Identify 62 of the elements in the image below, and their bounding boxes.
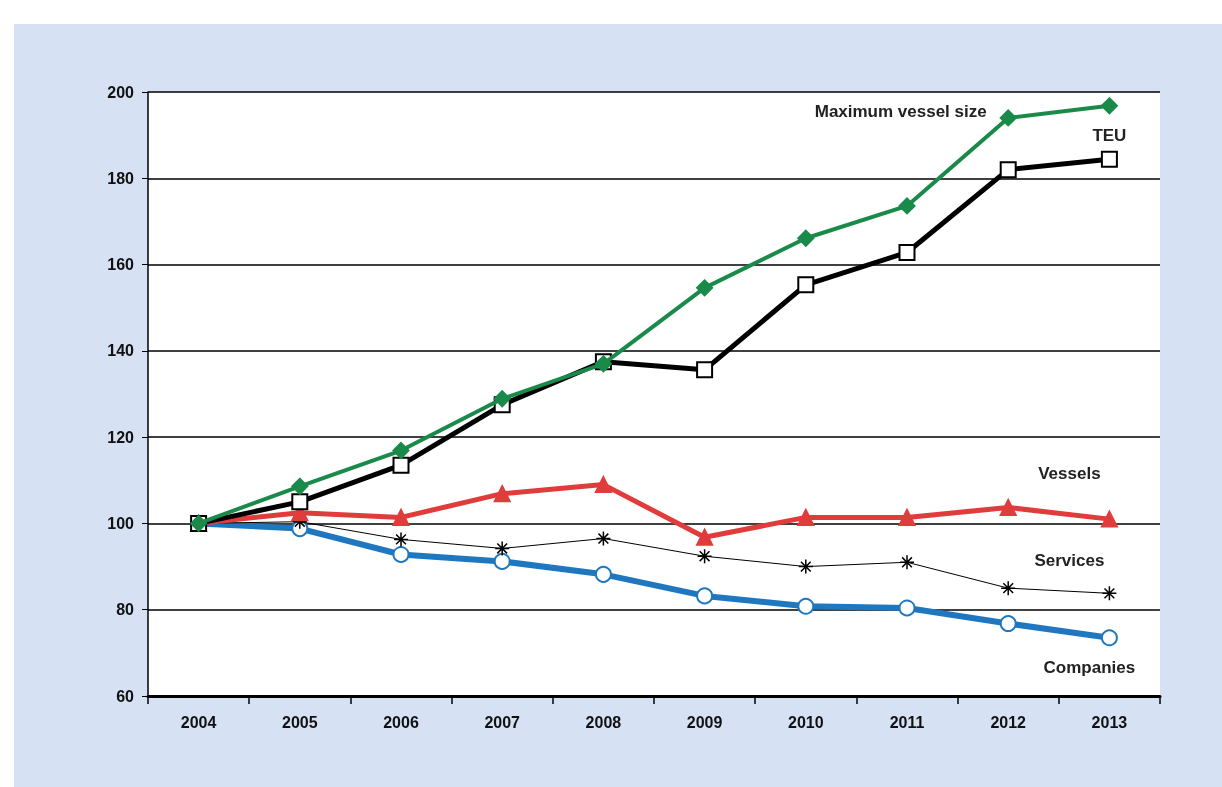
- point: [999, 109, 1017, 127]
- point: [291, 477, 309, 495]
- y-tick-label: 180: [107, 169, 135, 187]
- point: [1100, 510, 1118, 528]
- y-tick-label: 200: [107, 83, 135, 101]
- series-label: Vessels: [1038, 463, 1101, 483]
- y-tick-label: 100: [107, 514, 135, 532]
- series-label: Services: [1034, 550, 1105, 570]
- point: [393, 531, 409, 548]
- point: [1100, 150, 1118, 168]
- point: [392, 545, 410, 563]
- series-label: TEU: [1092, 125, 1127, 145]
- point: [797, 508, 815, 526]
- point: [898, 243, 916, 261]
- point: [1100, 97, 1118, 115]
- point: [594, 565, 612, 583]
- y-tick-label: 80: [116, 601, 135, 619]
- point: [696, 528, 714, 546]
- point: [798, 558, 814, 575]
- x-tick-label: 2010: [788, 713, 824, 731]
- point: [493, 485, 511, 503]
- point: [493, 552, 511, 570]
- x-tick-label: 2008: [585, 713, 622, 731]
- point: [392, 456, 410, 474]
- point: [999, 498, 1017, 516]
- point: [696, 361, 714, 379]
- point: [392, 442, 410, 460]
- point: [999, 615, 1017, 633]
- point: [392, 508, 410, 526]
- x-tick-label: 2012: [990, 713, 1027, 731]
- point: [898, 599, 916, 617]
- point: [696, 279, 714, 297]
- point: [1101, 585, 1118, 602]
- x-tick-label: 2006: [383, 713, 419, 731]
- point: [898, 197, 916, 215]
- x-tick-label: 2007: [484, 713, 521, 731]
- x-tick-label: 2011: [889, 713, 925, 731]
- x-tick-label: 2004: [180, 713, 217, 731]
- point: [1100, 629, 1118, 647]
- point: [594, 476, 612, 494]
- point: [899, 554, 915, 571]
- point: [1000, 580, 1016, 596]
- point: [494, 540, 510, 557]
- point: [797, 597, 815, 615]
- y-tick-label: 140: [107, 342, 135, 360]
- series-label: Companies: [1043, 658, 1136, 678]
- y-tick-label: 160: [107, 256, 135, 274]
- point: [696, 587, 714, 605]
- point: [696, 548, 713, 564]
- x-tick-label: 2009: [686, 713, 723, 731]
- y-tick-label: 120: [107, 428, 135, 446]
- x-tick-label: 2013: [1091, 713, 1128, 731]
- point: [898, 508, 916, 526]
- point: [999, 161, 1017, 179]
- series-label: Maximum vessel size: [814, 102, 987, 122]
- point: [797, 229, 815, 247]
- point: [493, 390, 511, 408]
- point: [797, 276, 815, 294]
- point: [595, 530, 612, 547]
- point: [291, 493, 309, 511]
- x-tick-label: 2005: [282, 713, 318, 731]
- y-tick-label: 60: [116, 687, 135, 705]
